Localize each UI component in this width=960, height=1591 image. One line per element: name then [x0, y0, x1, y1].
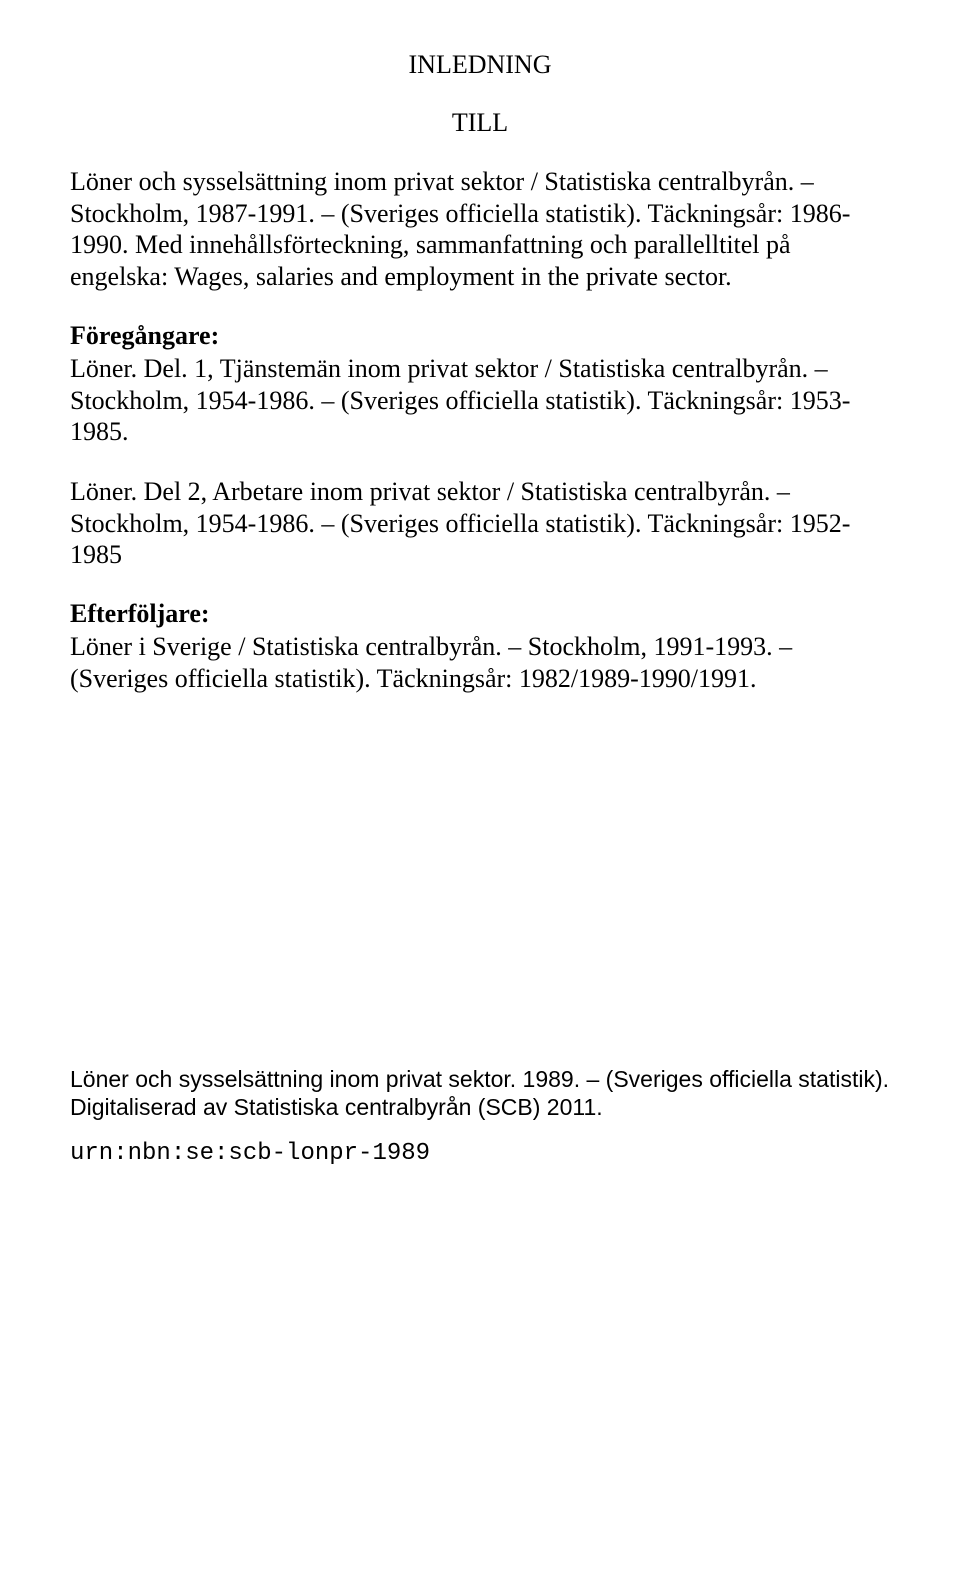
foregangare-paragraph-1: Löner. Del. 1, Tjänstemän inom privat se… — [70, 353, 890, 448]
digitization-note: Löner och sysselsättning inom privat sek… — [70, 1065, 890, 1123]
document-title: INLEDNING — [70, 50, 890, 80]
bottom-section: Löner och sysselsättning inom privat sek… — [70, 1065, 890, 1168]
urn-identifier: urn:nbn:se:scb-lonpr-1989 — [70, 1140, 890, 1167]
main-paragraph: Löner och sysselsättning inom privat sek… — [70, 166, 890, 293]
foregangare-heading: Föregångare: — [70, 321, 890, 351]
foregangare-paragraph-2: Löner. Del 2, Arbetare inom privat sekto… — [70, 476, 890, 571]
efterfoljare-paragraph: Löner i Sverige / Statistiska centralbyr… — [70, 631, 890, 694]
efterfoljare-heading: Efterföljare: — [70, 599, 890, 629]
document-subtitle: TILL — [70, 108, 890, 138]
